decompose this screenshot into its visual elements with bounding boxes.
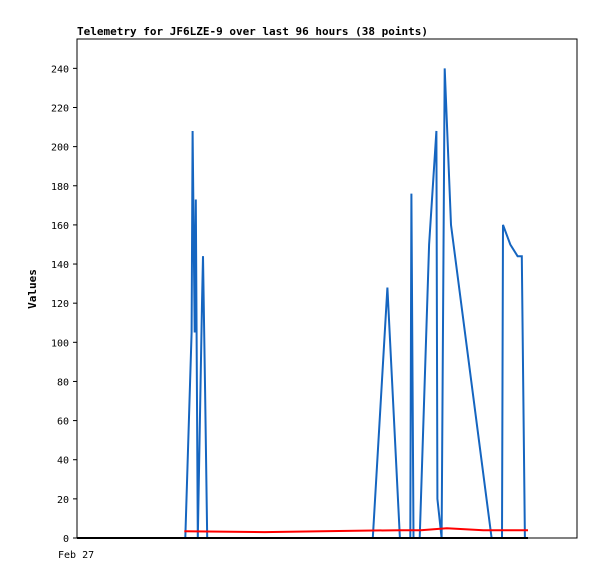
y-tick-label: 140 bbox=[51, 260, 69, 271]
y-tick-label: 200 bbox=[51, 143, 69, 154]
y-tick-label: 220 bbox=[51, 103, 69, 114]
y-tick-label: 20 bbox=[57, 495, 69, 506]
y-tick-label: 180 bbox=[51, 182, 69, 193]
series-line-2 bbox=[184, 527, 528, 534]
y-axis: 0 20 40 60 80 100 120 140 160 180 200 220 240 bbox=[51, 64, 77, 545]
y-tick-label: 100 bbox=[51, 338, 69, 349]
y-tick-label: 80 bbox=[57, 377, 69, 388]
series-layer bbox=[77, 68, 528, 539]
chart-title: Telemetry for JF6LZE-9 over last 96 hour… bbox=[77, 25, 428, 38]
y-axis-label: Values bbox=[26, 269, 39, 309]
x-axis: Feb 27 bbox=[58, 550, 94, 561]
y-tick-label: 160 bbox=[51, 221, 69, 232]
y-tick-label: 120 bbox=[51, 299, 69, 310]
y-tick-label: 60 bbox=[57, 417, 69, 428]
y-tick-label: 0 bbox=[63, 534, 69, 545]
y-tick-label: 40 bbox=[57, 456, 69, 467]
x-tick-label: Feb 27 bbox=[58, 550, 94, 561]
y-tick-label: 240 bbox=[51, 64, 69, 75]
series-line-1 bbox=[77, 68, 527, 539]
